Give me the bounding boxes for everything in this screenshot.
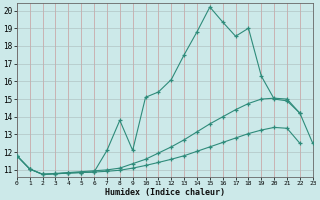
X-axis label: Humidex (Indice chaleur): Humidex (Indice chaleur) <box>105 188 225 197</box>
